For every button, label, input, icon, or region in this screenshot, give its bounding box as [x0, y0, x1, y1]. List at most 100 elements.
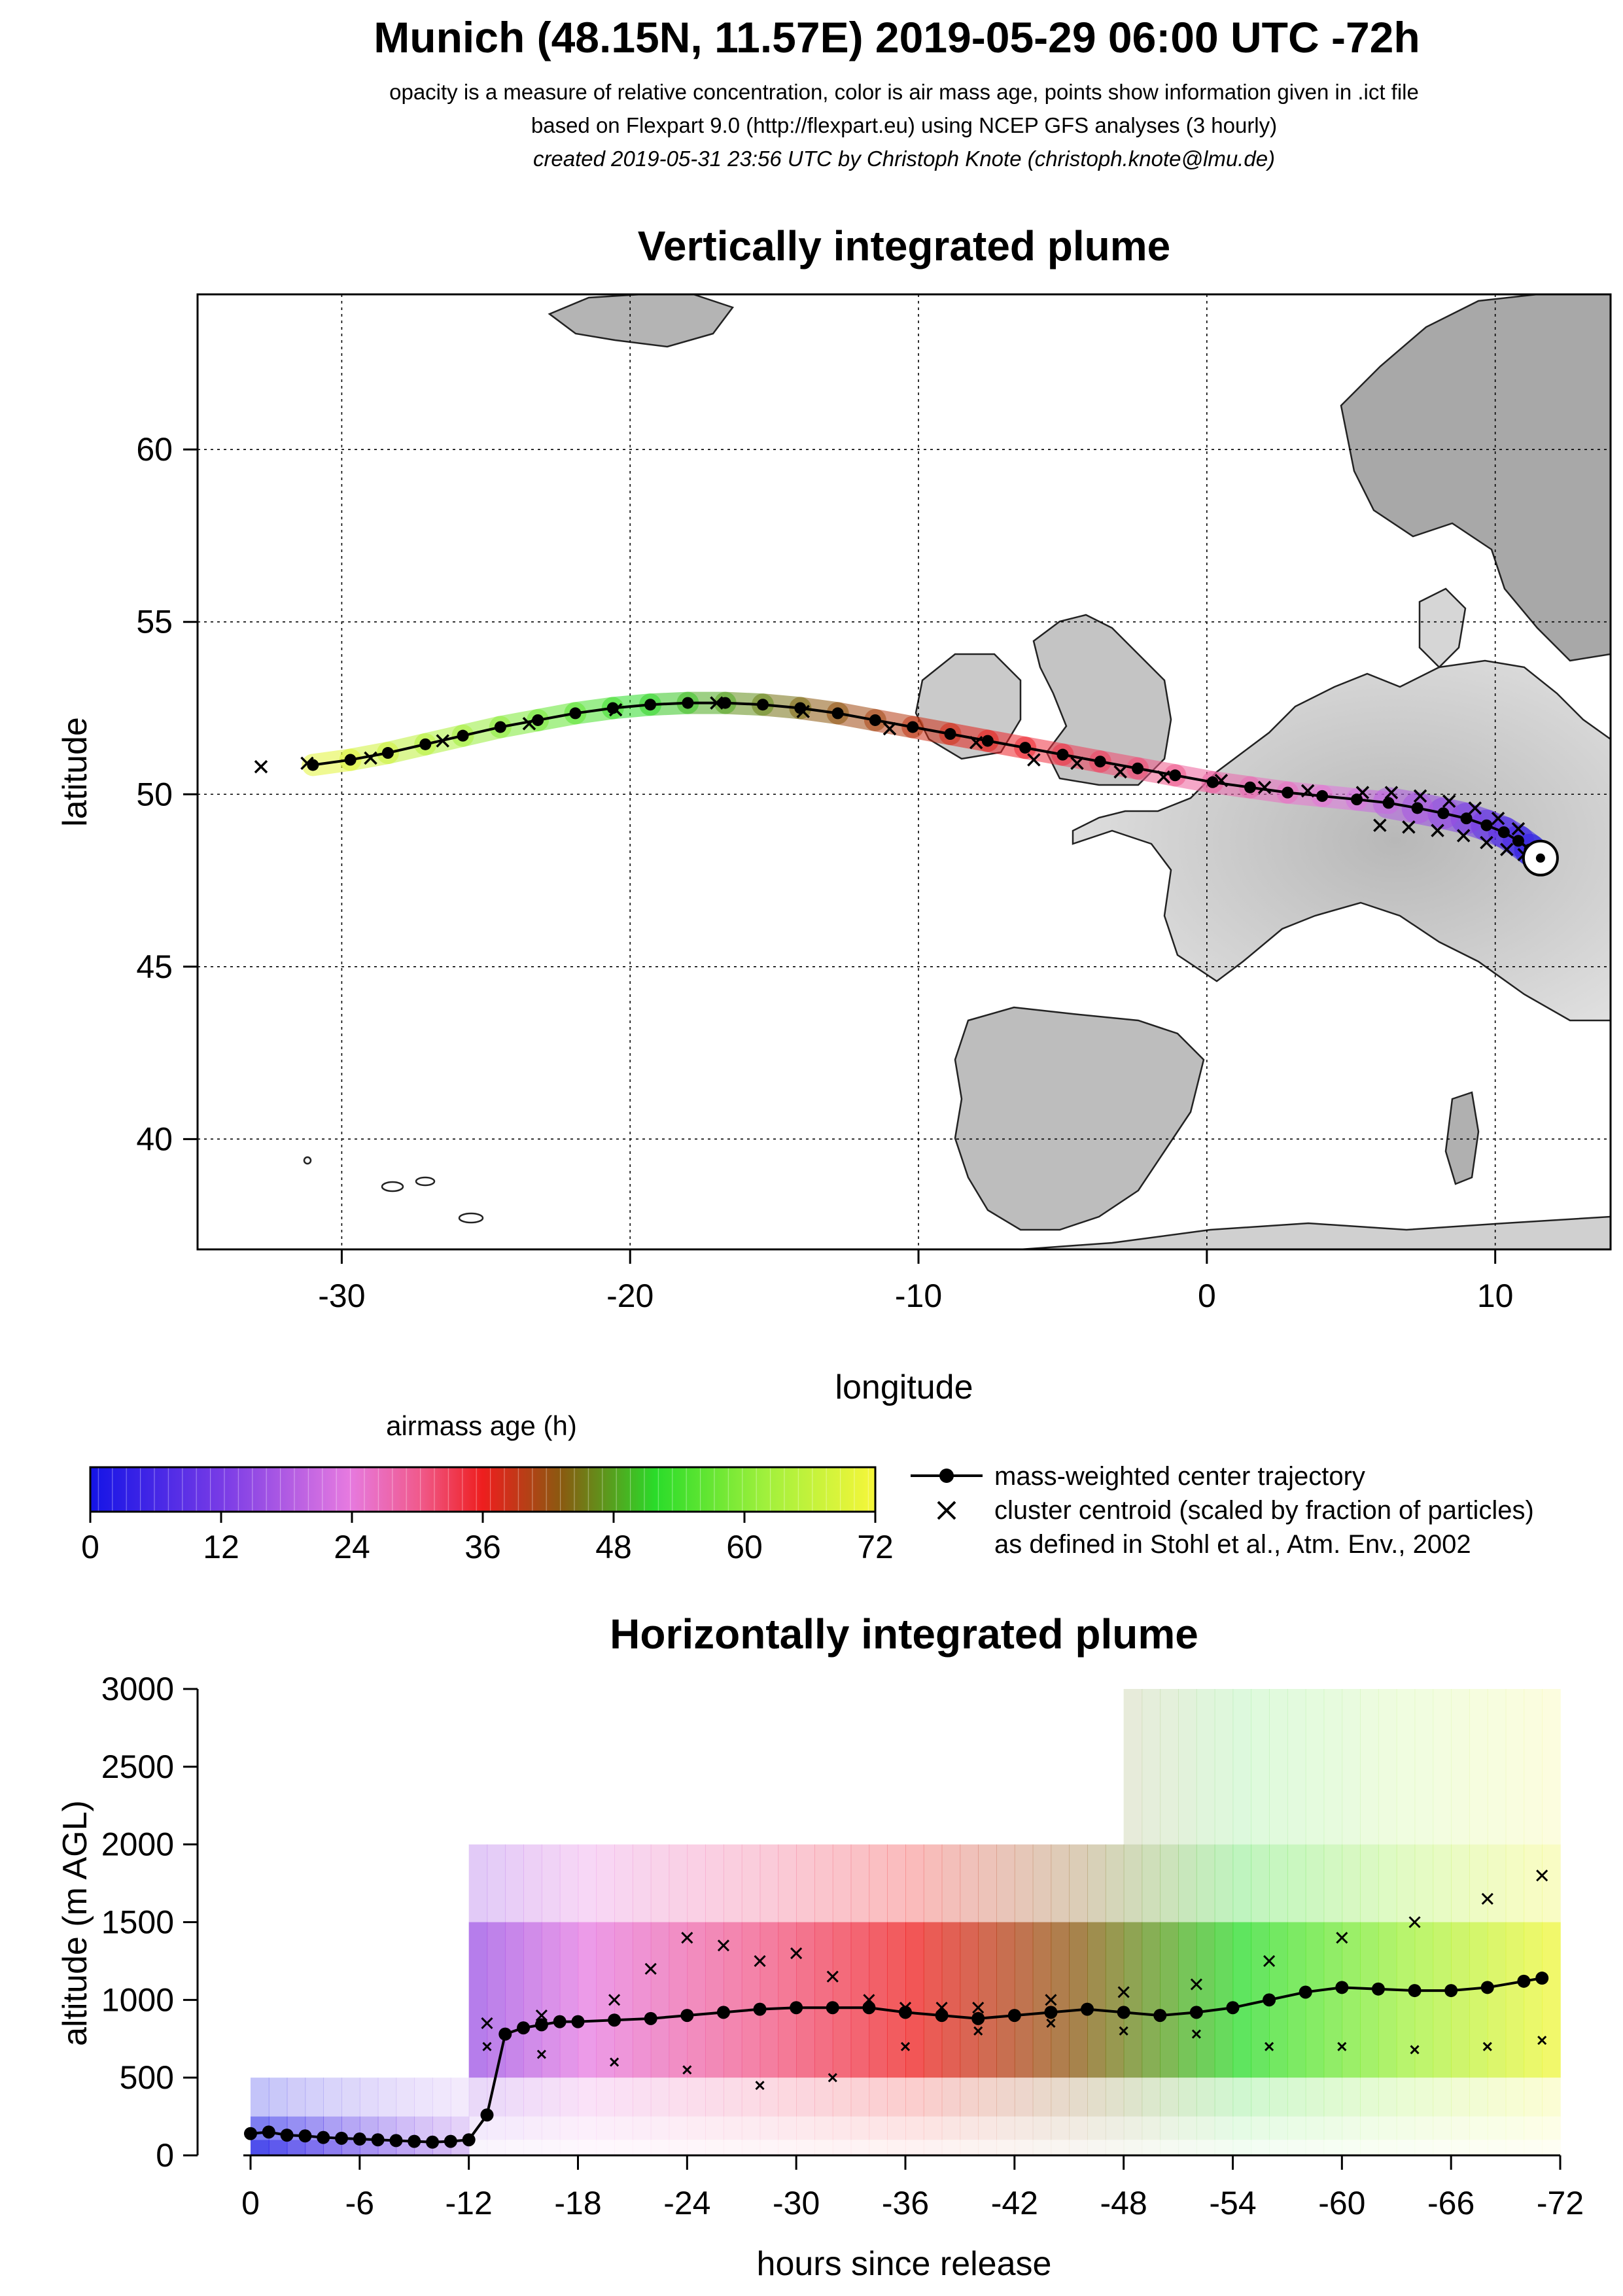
lower-cluster-cross	[828, 2073, 837, 2083]
lower-cluster-cross	[1046, 2018, 1056, 2028]
upper-cluster-cross	[644, 1962, 657, 1975]
altitude-cell	[523, 2140, 542, 2155]
center-altitude-point	[534, 2018, 548, 2032]
altitude-cell	[669, 1844, 688, 1922]
altitude-cell	[1123, 1689, 1143, 1845]
altitude-cell	[1051, 1922, 1070, 2078]
altitude-cell	[1396, 1844, 1416, 1922]
altitude-cell	[505, 1922, 524, 2078]
center-altitude-point	[262, 2125, 275, 2139]
altitude-cell	[596, 2078, 615, 2117]
cluster-centroid-cross	[1257, 780, 1272, 794]
lower-cluster-cross	[1482, 2042, 1492, 2051]
upper-cluster-cross	[1263, 1955, 1276, 1967]
center-altitude-point	[335, 2131, 349, 2145]
altitude-cell	[996, 1922, 1015, 2078]
colorbar	[89, 1466, 877, 1513]
map-panel-title: Vertically integrated plume	[638, 222, 1171, 270]
center-altitude-point	[608, 2013, 621, 2027]
altitude-cell	[1160, 2078, 1179, 2117]
center-altitude-point	[1535, 1972, 1549, 1985]
colorbar-label: airmass age (h)	[386, 1410, 577, 1441]
altitude-cell	[1487, 2116, 1507, 2140]
legend-entry-reference: as defined in Stohl et al., Atm. Env., 2…	[994, 1530, 1471, 1559]
center-altitude-point	[1189, 2006, 1203, 2019]
altitude-cell	[414, 2078, 433, 2117]
altitude-cell	[1142, 2116, 1161, 2140]
lower-cluster-cross	[1537, 2036, 1547, 2045]
altitude-cell	[1396, 1689, 1416, 1845]
altitude-cell	[1342, 1689, 1361, 1845]
center-altitude-point	[1081, 2002, 1094, 2016]
center-altitude-point	[1007, 2009, 1021, 2023]
altitude-cell	[687, 2116, 706, 2140]
altitude-cell	[1123, 1844, 1143, 1922]
altitude-cell	[614, 2078, 633, 2117]
altitude-cell	[1251, 1689, 1270, 1845]
altitude-cell	[1214, 1689, 1234, 1845]
altitude-x-tick-label: -18	[554, 2185, 601, 2221]
altitude-cell	[1032, 2116, 1052, 2140]
trajectory-point	[1411, 802, 1423, 814]
center-altitude-point	[517, 2021, 531, 2035]
cluster-centroid-cross	[254, 759, 268, 774]
altitude-cell	[796, 1922, 815, 2078]
map-plot-area	[196, 293, 1612, 1251]
upper-cluster-cross	[1117, 1986, 1130, 1998]
altitude-cell	[1123, 2140, 1143, 2155]
altitude-cell	[377, 2078, 397, 2117]
altitude-cell	[1214, 2116, 1234, 2140]
altitude-y-tick-label: 2500	[101, 1748, 174, 1785]
center-altitude-point	[1371, 1982, 1385, 1996]
altitude-cell	[541, 2116, 561, 2140]
trajectory-point	[1497, 826, 1510, 839]
altitude-cell	[1269, 2116, 1288, 2140]
altitude-cell	[814, 1922, 833, 2078]
altitude-cell	[1305, 1844, 1325, 1922]
altitude-y-tick-label: 500	[120, 2059, 174, 2096]
center-altitude-point	[899, 2006, 912, 2019]
altitude-cell	[1469, 2116, 1488, 2140]
altitude-cell	[741, 2116, 761, 2140]
altitude-cell	[705, 1844, 724, 1922]
center-altitude-point	[935, 2009, 949, 2023]
altitude-cell	[1142, 1844, 1161, 1922]
altitude-cell	[778, 2116, 797, 2140]
trajectory-point	[1206, 776, 1219, 788]
altitude-cell	[1542, 2078, 1561, 2117]
altitude-cell	[832, 2116, 852, 2140]
altitude-cell	[559, 1922, 579, 2078]
altitude-cell	[1342, 1922, 1361, 2078]
map-y-axis-label: latitude	[56, 717, 94, 827]
altitude-cell	[596, 1844, 615, 1922]
altitude-cell	[1378, 2140, 1397, 2155]
altitude-cell	[1105, 1922, 1125, 2078]
center-altitude-point	[498, 2027, 512, 2041]
altitude-cell	[687, 1922, 706, 2078]
altitude-cell	[268, 2140, 288, 2155]
trajectory-point	[757, 699, 769, 711]
altitude-cell	[960, 1844, 979, 1922]
altitude-cell	[1323, 1689, 1343, 1845]
altitude-x-tick-label: -6	[345, 2185, 374, 2221]
center-altitude-point	[1444, 1984, 1458, 1998]
altitude-cell	[359, 2078, 379, 2117]
scandinavia-land	[1340, 294, 1611, 662]
trajectory-point	[532, 714, 544, 726]
altitude-cell	[541, 1922, 561, 2078]
trajectory-point	[907, 721, 919, 733]
altitude-cell	[887, 1922, 906, 2078]
altitude-cell	[1105, 2140, 1125, 2155]
altitude-cell	[650, 1922, 670, 2078]
altitude-cell	[941, 2116, 961, 2140]
altitude-cell	[832, 2078, 852, 2117]
altitude-cell	[523, 1922, 542, 2078]
trajectory-point	[1244, 781, 1256, 793]
altitude-cell	[850, 2116, 870, 2140]
altitude-cell	[541, 1844, 561, 1922]
legend-entry-centroid: cluster centroid (scaled by fraction of …	[994, 1496, 1534, 1525]
altitude-cell	[1032, 1844, 1052, 1922]
center-altitude-point	[426, 2135, 440, 2149]
altitude-cell	[923, 2140, 943, 2155]
center-altitude-point	[1226, 2001, 1240, 2015]
